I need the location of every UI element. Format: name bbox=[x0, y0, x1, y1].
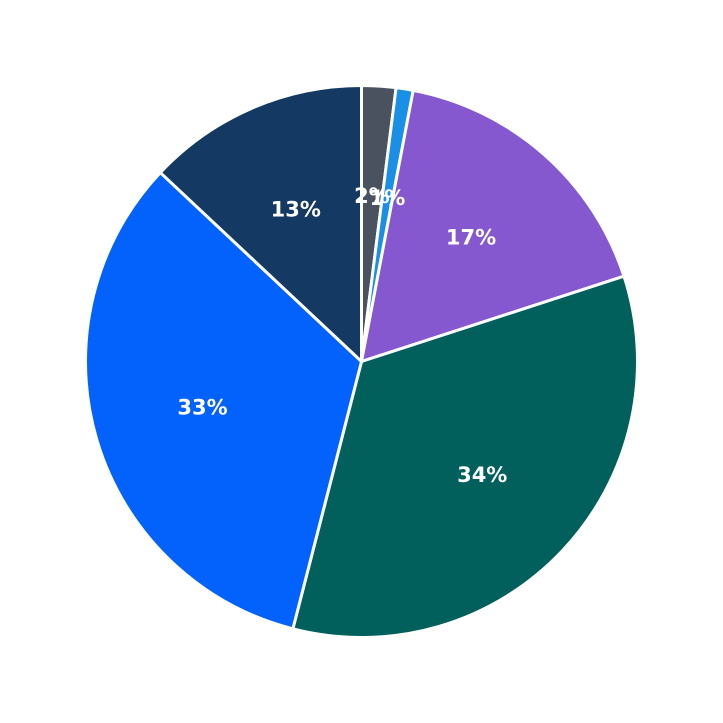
pie-slice-label-5: 13% bbox=[271, 198, 321, 222]
pie-slice-label-1: 1% bbox=[370, 186, 406, 210]
pie-slice-5 bbox=[158, 84, 363, 363]
pie-slice-2 bbox=[360, 88, 626, 363]
pie-slice-label-3: 34% bbox=[457, 463, 507, 487]
pie-slice-label-2: 17% bbox=[446, 225, 496, 249]
slices-layer bbox=[84, 84, 639, 639]
pie-slice-4 bbox=[84, 171, 363, 631]
pie-slice-label-0: 2% bbox=[354, 184, 390, 208]
pie-slice-label-4: 33% bbox=[177, 396, 227, 420]
pie-slice-3 bbox=[291, 274, 639, 639]
labels-layer: 2%1% 17% 34% 33% 13% bbox=[177, 184, 507, 487]
